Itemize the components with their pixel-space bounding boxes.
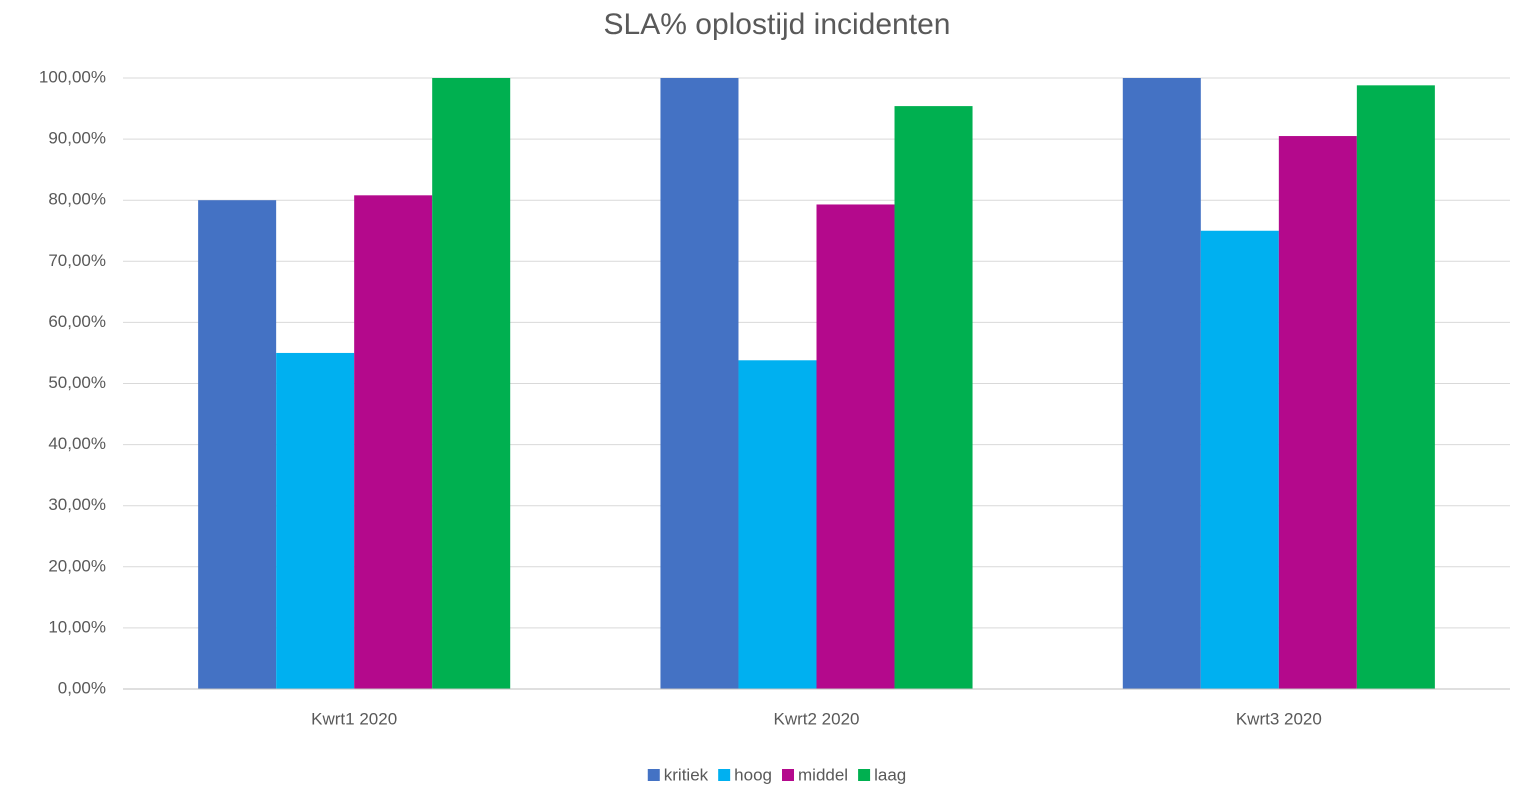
y-tick-label: 20,00% [48, 556, 106, 575]
bar [198, 200, 277, 689]
legend-label: middel [798, 765, 848, 784]
bar [1122, 78, 1201, 689]
y-tick-label: 100,00% [39, 67, 106, 86]
bar [432, 78, 511, 689]
y-tick-label: 80,00% [48, 190, 106, 209]
bar [276, 352, 355, 689]
legend-label: laag [874, 765, 906, 784]
y-tick-label: 90,00% [48, 129, 106, 148]
legend-swatch [647, 769, 660, 781]
legend-label: kritiek [664, 765, 709, 784]
x-tick-label: Kwrt3 2020 [1236, 709, 1322, 728]
x-tick-label: Kwrt1 2020 [311, 709, 397, 728]
bar [1278, 136, 1357, 690]
bar [816, 204, 895, 690]
bar [738, 360, 817, 689]
legend-swatch [782, 769, 794, 781]
y-tick-label: 60,00% [48, 312, 106, 331]
y-tick-label: 0,00% [58, 678, 106, 697]
y-tick-label: 10,00% [48, 617, 106, 636]
y-tick-label: 50,00% [48, 373, 106, 392]
x-tick-label: Kwrt2 2020 [774, 709, 860, 728]
bar [354, 195, 433, 689]
y-tick-label: 70,00% [48, 251, 106, 270]
bar [894, 106, 973, 689]
bar [1356, 85, 1435, 689]
legend-label: hoog [734, 765, 772, 784]
legend-swatch [718, 769, 731, 781]
legend-swatch [858, 769, 871, 781]
y-tick-label: 30,00% [48, 495, 106, 514]
chart-title: SLA% oplostijd incidenten [604, 8, 951, 41]
bar [660, 78, 739, 689]
bar [1200, 230, 1279, 689]
y-tick-label: 40,00% [48, 434, 106, 453]
